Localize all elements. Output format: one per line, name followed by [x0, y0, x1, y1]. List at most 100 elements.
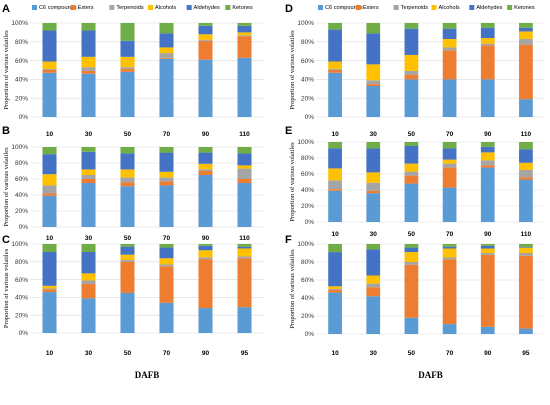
bar-segment-terpenoids: [198, 257, 213, 260]
bar-segment-aldehydes: [328, 148, 342, 169]
bar-segment-c6-compounds: [404, 183, 419, 222]
y-axis-label: Proportion of various volatiles: [289, 249, 296, 329]
bar-segment-terpenoids: [442, 257, 457, 260]
bar-segment-alcohols: [198, 250, 213, 258]
bar-segment-alcohols: [237, 165, 252, 169]
bar-segment-alcohols: [120, 254, 135, 261]
bar-segment-aldehydes: [81, 30, 96, 57]
panel-letter: B: [2, 125, 10, 137]
bar-segment-c6-compounds: [42, 292, 57, 333]
bar-segment-c6-compounds: [159, 302, 174, 333]
x-tick-label: 50: [408, 131, 416, 138]
x-tick-label: 90: [484, 131, 492, 138]
bar-segment-aldehydes: [42, 252, 57, 286]
bar-segment-esters: [404, 175, 419, 184]
y-tick-label: 40%: [301, 187, 314, 194]
y-tick-label: 60%: [301, 277, 314, 284]
bar-segment-ketones: [237, 147, 252, 154]
bar-segment-c6-compounds: [366, 193, 381, 222]
y-tick-label: 60%: [15, 277, 28, 284]
y-tick-label: 80%: [15, 39, 28, 46]
bar-segment-terpenoids: [81, 67, 96, 71]
bar-segment-ketones: [519, 23, 533, 28]
legend-left: C6 compounds Esters Terpenoids Alcohols Alde…: [32, 5, 253, 11]
bar-segment-aldehydes: [120, 246, 135, 255]
bar-segment-c6-compounds: [480, 167, 495, 222]
bar-segment-terpenoids: [159, 264, 174, 267]
bar-segment-c6-compounds: [519, 99, 533, 117]
bar-segment-ketones: [480, 142, 495, 147]
bar-segment-aldehydes: [198, 25, 213, 35]
x-tick-label: 50: [408, 231, 416, 238]
bar-segment-alcohols: [519, 162, 533, 170]
bar-segment-terpenoids: [480, 160, 495, 166]
legend-swatch: [70, 5, 76, 10]
y-tick-label: 0%: [19, 114, 29, 121]
y-tick-label: 80%: [15, 160, 28, 167]
legend-swatch: [148, 5, 153, 10]
x-tick-label: 90: [202, 131, 210, 138]
bar-segment-alcohols: [237, 32, 252, 36]
bar-segment-ketones: [159, 23, 174, 34]
bar-segment-ketones: [442, 244, 457, 247]
legend-entry: C6 compounds: [39, 5, 77, 11]
legend-entry: Ketones: [232, 5, 253, 11]
y-tick-label: 20%: [301, 203, 314, 210]
bar-segment-alcohols: [120, 169, 135, 178]
bar-segment-aldehydes: [328, 29, 342, 62]
y-tick-label: 0%: [305, 331, 315, 338]
bar-segment-ketones: [519, 142, 533, 150]
bar-segment-c6-compounds: [120, 186, 135, 227]
bar-segment-c6-compounds: [519, 328, 533, 334]
x-tick-label: 30: [370, 131, 378, 138]
legend-swatch: [431, 5, 437, 10]
legend-swatch: [318, 5, 323, 10]
bar-segment-alcohols: [480, 248, 495, 253]
bar-segment-alcohols: [81, 169, 96, 175]
bar-segment-ketones: [480, 244, 495, 246]
y-tick-label: 100%: [297, 241, 314, 248]
y-tick-label: 20%: [301, 313, 314, 320]
panel-c: C Proportion of various volatiles 0% 20% 40%…: [2, 234, 264, 380]
bar-segment-alcohols: [237, 248, 252, 257]
bar-segment-c6-compounds: [198, 308, 213, 333]
y-tick-label: 80%: [301, 155, 314, 162]
bar-segment-esters: [404, 264, 419, 318]
bar-segment-aldehydes: [480, 27, 495, 39]
x-tick-label: 90: [202, 350, 210, 357]
bar-segment-alcohols: [442, 38, 457, 48]
bar-segment-c6-compounds: [120, 71, 135, 117]
bar-segment-terpenoids: [404, 70, 419, 75]
bar-segment-ketones: [404, 142, 419, 146]
x-tick-label: 90: [202, 235, 210, 242]
bar-segment-alcohols: [480, 38, 495, 44]
legend-right: C6 compounds Esters Terpenoids Alcohols Alde…: [318, 5, 535, 11]
bar-segment-esters: [480, 165, 495, 168]
y-tick-label: 20%: [15, 312, 28, 319]
bar-segment-alcohols: [519, 247, 533, 253]
bar-segment-terpenoids: [519, 38, 533, 45]
bar-segment-aldehydes: [404, 28, 419, 55]
legend-entry: Terpenoids: [401, 5, 429, 11]
bar-segment-ketones: [519, 244, 533, 247]
bar-segment-terpenoids: [442, 163, 457, 168]
x-tick-label: 70: [163, 131, 171, 138]
bar-segment-c6-compounds: [480, 326, 495, 334]
bar-segment-aldehydes: [442, 246, 457, 249]
bar-segment-aldehydes: [519, 27, 533, 32]
y-tick-label: 60%: [15, 58, 28, 65]
bar-segment-aldehydes: [328, 252, 342, 287]
x-tick-label: 70: [163, 350, 171, 357]
y-tick-label: 0%: [19, 224, 29, 231]
bar-segment-aldehydes: [198, 152, 213, 164]
x-tick-label: 95: [522, 350, 530, 357]
bar-segment-c6-compounds: [198, 59, 213, 117]
legend-entry: Esters: [363, 5, 379, 11]
bar-segment-terpenoids: [81, 175, 96, 179]
panel-letter: D: [285, 3, 293, 15]
bar-segment-esters: [442, 50, 457, 80]
x-tick-label: 10: [46, 131, 54, 138]
bar-segment-esters: [81, 179, 96, 183]
panel-e: E Proportion of various volatiles 0% 20% 40%…: [285, 125, 545, 238]
bar-segment-aldehydes: [42, 30, 57, 62]
